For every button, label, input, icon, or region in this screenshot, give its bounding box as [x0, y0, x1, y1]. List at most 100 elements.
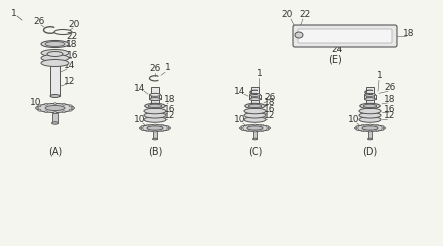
Text: 1: 1 [165, 63, 171, 72]
Ellipse shape [365, 93, 376, 96]
Text: 26: 26 [264, 93, 276, 102]
Text: 18: 18 [66, 40, 78, 49]
Text: 18: 18 [403, 29, 415, 38]
Text: 10: 10 [134, 115, 146, 124]
Ellipse shape [149, 93, 160, 96]
Polygon shape [251, 87, 259, 121]
FancyBboxPatch shape [293, 25, 397, 47]
Ellipse shape [244, 108, 266, 114]
Ellipse shape [247, 126, 263, 130]
Text: 22: 22 [299, 10, 311, 19]
Ellipse shape [381, 125, 384, 127]
Text: (C): (C) [248, 146, 262, 156]
Ellipse shape [147, 124, 149, 126]
Ellipse shape [246, 130, 249, 132]
Text: 1: 1 [257, 69, 263, 78]
Ellipse shape [365, 98, 376, 101]
Text: 14: 14 [134, 84, 146, 93]
Ellipse shape [38, 105, 41, 107]
Ellipse shape [376, 124, 378, 126]
Ellipse shape [360, 103, 380, 108]
Ellipse shape [359, 112, 381, 118]
Text: 18: 18 [384, 95, 396, 104]
Ellipse shape [145, 103, 165, 108]
Ellipse shape [44, 111, 47, 113]
Ellipse shape [254, 124, 256, 126]
Ellipse shape [147, 130, 149, 132]
FancyBboxPatch shape [298, 29, 392, 43]
Ellipse shape [147, 126, 163, 130]
Ellipse shape [244, 117, 266, 122]
Ellipse shape [359, 117, 381, 122]
Text: 14: 14 [234, 87, 246, 96]
Ellipse shape [139, 127, 142, 129]
Ellipse shape [54, 103, 57, 105]
Text: 16: 16 [164, 106, 176, 114]
Ellipse shape [295, 32, 303, 38]
Polygon shape [368, 131, 372, 139]
Ellipse shape [241, 125, 244, 127]
Ellipse shape [45, 106, 65, 110]
Text: (D): (D) [362, 146, 377, 156]
Polygon shape [151, 87, 159, 121]
Ellipse shape [383, 127, 386, 129]
Ellipse shape [363, 104, 377, 108]
Ellipse shape [62, 111, 66, 113]
Ellipse shape [266, 125, 269, 127]
Ellipse shape [144, 112, 166, 118]
Ellipse shape [50, 94, 60, 97]
Text: 18: 18 [264, 98, 276, 107]
Ellipse shape [253, 138, 257, 140]
Ellipse shape [45, 42, 65, 46]
Text: 26: 26 [149, 64, 161, 73]
Ellipse shape [239, 127, 242, 129]
Ellipse shape [245, 103, 265, 108]
Text: (B): (B) [148, 146, 162, 156]
Ellipse shape [266, 129, 269, 130]
Text: (A): (A) [48, 146, 62, 156]
Ellipse shape [166, 129, 169, 130]
Ellipse shape [359, 108, 381, 114]
Ellipse shape [240, 125, 270, 131]
Ellipse shape [141, 125, 144, 127]
Text: 10: 10 [234, 115, 246, 124]
Polygon shape [50, 56, 60, 96]
Ellipse shape [149, 98, 160, 101]
Ellipse shape [71, 107, 74, 109]
Ellipse shape [54, 111, 57, 113]
Text: 10: 10 [348, 115, 360, 124]
Ellipse shape [381, 129, 384, 130]
Ellipse shape [36, 104, 74, 112]
Ellipse shape [354, 127, 357, 129]
Ellipse shape [69, 105, 72, 107]
Ellipse shape [367, 138, 373, 140]
Ellipse shape [41, 55, 69, 62]
Text: 12: 12 [164, 111, 176, 121]
Ellipse shape [41, 60, 69, 66]
Text: 24: 24 [331, 45, 342, 54]
Text: 12: 12 [64, 77, 76, 86]
Ellipse shape [161, 130, 163, 132]
Text: 18: 18 [164, 95, 176, 104]
Ellipse shape [268, 127, 271, 129]
Text: 20: 20 [68, 20, 80, 29]
Text: 16: 16 [264, 106, 276, 114]
Ellipse shape [50, 55, 60, 58]
Ellipse shape [168, 127, 171, 129]
Ellipse shape [248, 104, 262, 108]
Ellipse shape [38, 109, 41, 111]
Polygon shape [153, 131, 157, 139]
Ellipse shape [361, 124, 364, 126]
Text: 1: 1 [377, 71, 383, 80]
Ellipse shape [249, 93, 260, 96]
Text: 10: 10 [30, 98, 42, 107]
Text: 22: 22 [66, 32, 78, 41]
Ellipse shape [161, 124, 163, 126]
Ellipse shape [241, 129, 244, 130]
Text: 16: 16 [384, 105, 396, 113]
Ellipse shape [362, 126, 378, 130]
Text: 26: 26 [385, 83, 396, 92]
Text: 20: 20 [281, 10, 293, 19]
Ellipse shape [144, 117, 166, 122]
Ellipse shape [152, 138, 158, 140]
